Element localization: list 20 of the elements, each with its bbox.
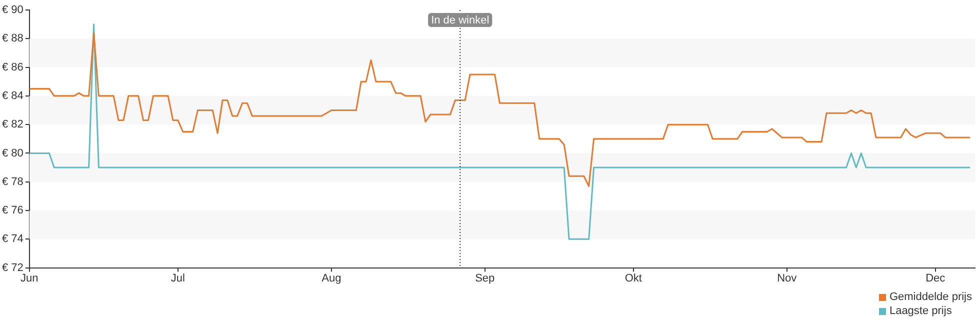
- x-tick-label: Jun: [20, 272, 38, 284]
- legend-label: Laagste prijs: [889, 304, 952, 318]
- x-tick-label: Jul: [170, 272, 185, 284]
- y-tick-label: € 74: [2, 233, 24, 246]
- y-tick-label: € 80: [2, 147, 24, 160]
- y-tick-label: € 76: [2, 204, 24, 217]
- y-tick-label: € 84: [2, 90, 24, 102]
- y-tick-label: € 78: [2, 176, 24, 188]
- y-tick-label: € 86: [2, 61, 24, 74]
- x-tick-label: Dec: [926, 272, 946, 284]
- legend-label: Gemiddelde prijs: [889, 290, 972, 304]
- y-tick-label: € 72: [2, 262, 24, 274]
- x-tick-label: Okt: [624, 272, 642, 284]
- x-tick-label: Nov: [777, 272, 798, 284]
- x-tick-label: Aug: [322, 272, 342, 284]
- y-tick-label: € 90: [2, 4, 24, 16]
- y-tick-label: € 82: [2, 118, 24, 131]
- x-tick-label: Sep: [475, 272, 495, 284]
- y-tick-label: € 88: [2, 32, 24, 45]
- ref-line-label: In de winkel: [431, 14, 490, 27]
